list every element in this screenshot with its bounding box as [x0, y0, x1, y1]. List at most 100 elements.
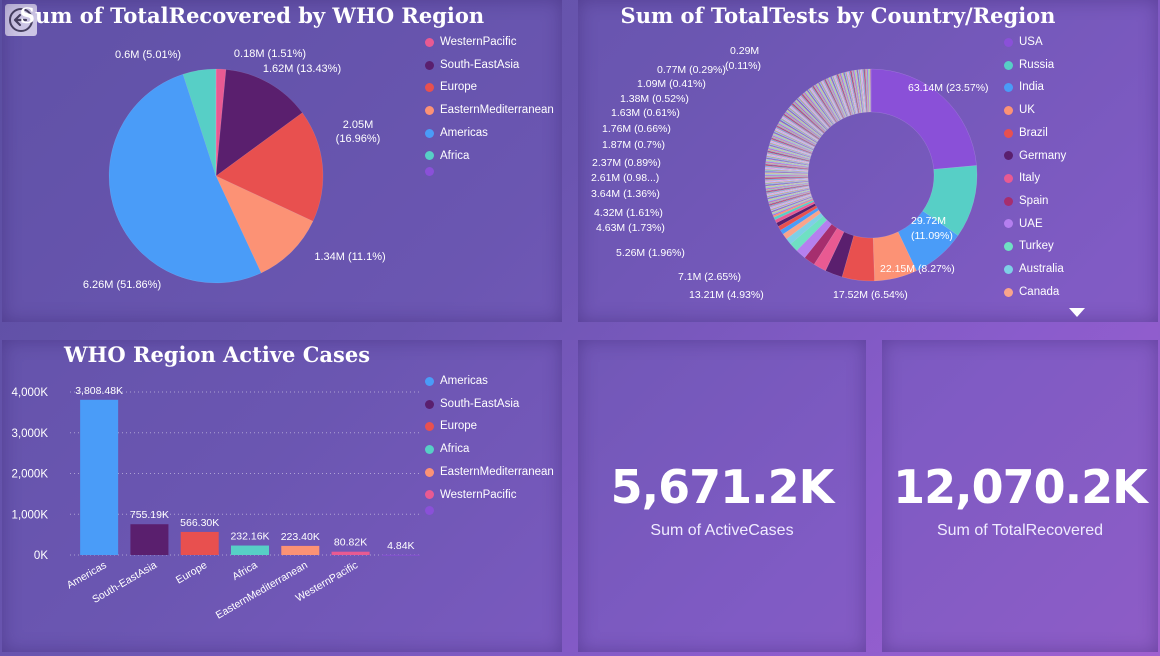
legend-item[interactable]: Italy — [1004, 167, 1066, 190]
legend-label: Americas — [440, 122, 488, 145]
donut-data-label: 63.14M (23.57%) — [908, 82, 989, 94]
donut-slice[interactable] — [870, 69, 871, 112]
legend-label: UK — [1019, 99, 1035, 122]
legend-item[interactable]: Europe — [425, 76, 554, 99]
legend-item[interactable]: Australia — [1004, 258, 1066, 281]
donut-data-label: 1.09M (0.41%) — [637, 78, 706, 90]
legend-label: India — [1019, 76, 1044, 99]
donut-legend: USA Russia India UK Brazil Germany Italy Spain U… — [1004, 31, 1066, 303]
legend-item[interactable]: South-EastAsia — [425, 393, 554, 416]
bar[interactable] — [231, 546, 269, 555]
donut-data-label: 0.29M — [730, 45, 759, 57]
donut-data-label: 3.64M (1.36%) — [591, 188, 660, 200]
donut-data-label: 5.26M (1.96%) — [616, 247, 685, 259]
donut-data-label: 22.15M (8.27%) — [880, 263, 955, 275]
donut-panel: Sum of TotalTests by Country/Region 63.1… — [578, 0, 1158, 322]
legend-label: Russia — [1019, 54, 1054, 77]
legend-item[interactable]: Americas — [425, 122, 554, 145]
x-tick-label: Europe — [174, 559, 209, 586]
pie-legend: WesternPacific South-EastAsia Europe Easter… — [425, 31, 554, 176]
legend-label: WesternPacific — [440, 484, 516, 507]
bar[interactable] — [281, 546, 319, 555]
legend-scroll-down-icon[interactable] — [1069, 308, 1085, 317]
legend-swatch — [1004, 129, 1013, 138]
bar[interactable] — [332, 552, 370, 555]
legend-label: Canada — [1019, 281, 1059, 304]
legend-swatch — [425, 445, 434, 454]
legend-label: Spain — [1019, 190, 1048, 213]
legend-label: Brazil — [1019, 122, 1048, 145]
legend-swatch — [425, 468, 434, 477]
legend-item[interactable]: EasternMediterranean — [425, 99, 554, 122]
legend-item[interactable]: Germany — [1004, 145, 1066, 168]
legend-label: Europe — [440, 76, 477, 99]
legend-swatch — [425, 400, 434, 409]
legend-label: Africa — [440, 145, 469, 168]
legend-item[interactable]: Americas — [425, 370, 554, 393]
bar[interactable] — [181, 532, 219, 555]
donut-data-label: 1.76M (0.66%) — [602, 123, 671, 135]
legend-item[interactable]: UK — [1004, 99, 1066, 122]
bar-value-label: 80.82K — [334, 537, 367, 549]
pie-data-label: 1.62M (13.43%) — [263, 63, 341, 75]
pie-data-label: 6.26M (51.86%) — [83, 279, 161, 291]
donut-data-label: 2.61M (0.98...) — [591, 172, 659, 184]
legend-label: EasternMediterranean — [440, 461, 554, 484]
legend-item[interactable]: India — [1004, 76, 1066, 99]
donut-data-label: 29.72M — [911, 215, 946, 227]
legend-item[interactable] — [425, 506, 554, 515]
legend-label: South-EastAsia — [440, 54, 519, 77]
legend-item[interactable]: Brazil — [1004, 122, 1066, 145]
legend-item[interactable]: Spain — [1004, 190, 1066, 213]
legend-item[interactable]: Russia — [1004, 54, 1066, 77]
legend-item[interactable]: WesternPacific — [425, 31, 554, 54]
pie-data-label: 0.18M (1.51%) — [234, 48, 306, 60]
pie-data-label: 2.05M — [343, 119, 374, 131]
bar[interactable] — [130, 524, 168, 555]
legend-item[interactable]: WesternPacific — [425, 484, 554, 507]
legend-label: UAE — [1019, 213, 1043, 236]
legend-swatch — [1004, 288, 1013, 297]
donut-data-label: 13.21M (4.93%) — [689, 289, 764, 301]
legend-label: Germany — [1019, 145, 1066, 168]
legend-item[interactable]: EasternMediterranean — [425, 461, 554, 484]
kpi-active-label: Sum of ActiveCases — [578, 522, 866, 540]
donut-data-label: 4.32M (1.61%) — [594, 207, 663, 219]
y-tick-label: 0K — [34, 550, 48, 562]
bar[interactable] — [80, 400, 118, 555]
donut-data-label: (11.09%) — [911, 230, 953, 242]
legend-label: EasternMediterranean — [440, 99, 554, 122]
pie-data-label: 0.6M (5.01%) — [115, 49, 181, 61]
legend-item[interactable]: Canada — [1004, 281, 1066, 304]
legend-swatch — [1004, 38, 1013, 47]
donut-data-label: 1.38M (0.52%) — [620, 93, 689, 105]
legend-swatch — [425, 377, 434, 386]
legend-swatch — [425, 490, 434, 499]
pie-data-label: 1.34M (11.1%) — [314, 251, 385, 263]
legend-item[interactable]: Turkey — [1004, 235, 1066, 258]
y-tick-label: 1,000K — [12, 509, 49, 521]
kpi-recovered-card: 12,070.2K Sum of TotalRecovered — [882, 340, 1158, 652]
donut-data-label: 2.37M (0.89%) — [592, 157, 661, 169]
bar[interactable] — [382, 555, 420, 556]
donut-data-label: 1.87M (0.7%) — [602, 139, 665, 151]
legend-label: Africa — [440, 438, 469, 461]
kpi-recovered-value: 12,070.2K — [882, 460, 1158, 514]
x-tick-label: Africa — [230, 559, 259, 583]
legend-item[interactable]: UAE — [1004, 213, 1066, 236]
bar-value-label: 566.30K — [180, 517, 219, 529]
legend-item[interactable]: South-EastAsia — [425, 54, 554, 77]
legend-swatch — [425, 83, 434, 92]
legend-item[interactable]: Africa — [425, 438, 554, 461]
legend-item[interactable]: USA — [1004, 31, 1066, 54]
donut-chart: 63.14M (23.57%) 29.72M (11.09%) 22.15M (8.2… — [578, 0, 1158, 322]
legend-swatch — [1004, 197, 1013, 206]
legend-item[interactable]: Africa — [425, 145, 554, 168]
y-tick-label: 2,000K — [12, 469, 49, 481]
legend-item[interactable]: Europe — [425, 415, 554, 438]
legend-swatch — [1004, 219, 1013, 228]
y-tick-label: 4,000K — [12, 387, 49, 399]
donut-data-label: 7.1M (2.65%) — [678, 271, 741, 283]
legend-item[interactable] — [425, 167, 554, 176]
donut-data-label: 17.52M (6.54%) — [833, 289, 908, 301]
